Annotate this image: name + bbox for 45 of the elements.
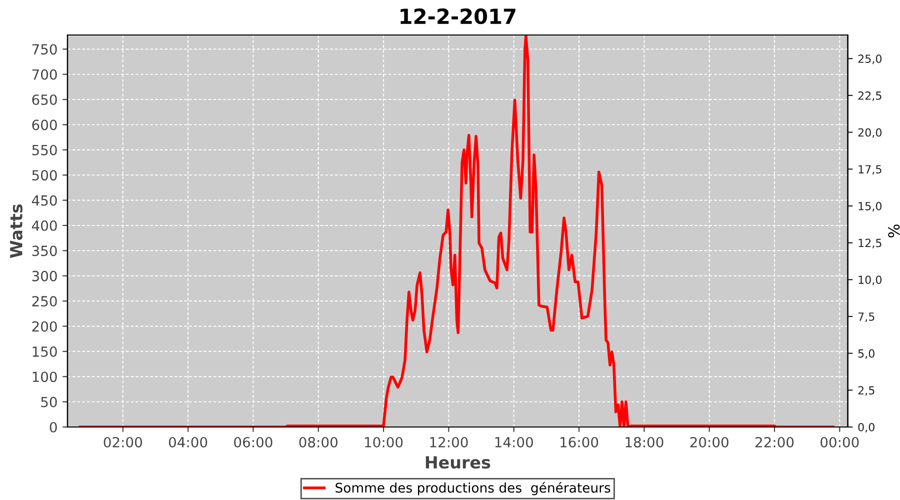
y2-tick-label: 20,0 — [858, 128, 882, 138]
y2-tick-label: 10,0 — [858, 276, 882, 286]
y-tick-label: 250 — [32, 296, 57, 307]
y-tick-label: 650 — [32, 94, 57, 105]
chart-title: 12-2-2017 — [400, 8, 516, 24]
y-tick-label: 400 — [32, 220, 57, 231]
x-tick-label: 18:00 — [626, 436, 664, 448]
y2-tick-label: 5,0 — [858, 349, 874, 359]
x-tick-label: 14:00 — [495, 436, 533, 448]
y-tick-label: 200 — [32, 321, 57, 332]
y-tick-label: 50 — [41, 396, 57, 408]
y-tick-label: 350 — [32, 246, 57, 256]
y2-axis-title: % — [888, 224, 900, 238]
x-tick-label: 10:00 — [365, 436, 403, 448]
y-axis-title: Watts — [10, 204, 22, 258]
x-tick-label: 16:00 — [560, 436, 598, 448]
x-tick-label: 22:00 — [756, 436, 794, 448]
y-tick-label: 150 — [32, 346, 57, 357]
y-tick-label: 500 — [32, 170, 57, 181]
y-tick-label: 700 — [32, 69, 57, 80]
y-tick-label: 600 — [32, 120, 57, 130]
y-tick-label: 550 — [32, 144, 57, 156]
y2-tick-label: 12,5 — [858, 238, 882, 248]
y2-tick-label: 17,5 — [858, 165, 882, 175]
x-tick-label: 00:00 — [820, 436, 859, 448]
x-tick-label: 08:00 — [299, 436, 338, 448]
y2-tick-label: 7,5 — [858, 312, 874, 322]
legend-label: Somme des productions des générateurs — [336, 482, 610, 496]
y2-tick-label: 2,5 — [858, 386, 874, 396]
y-tick-label: 100 — [32, 372, 57, 382]
y2-tick-label: 15,0 — [858, 202, 882, 212]
x-axis-title: Heures — [426, 456, 490, 469]
line-series — [78, 35, 835, 427]
x-tick-label: 06:00 — [234, 436, 272, 448]
y2-tick-label: 22,5 — [858, 91, 882, 101]
y2-tick-label: 0,0 — [858, 422, 874, 433]
y-tick-label: 750 — [32, 44, 57, 55]
x-tick-label: 20:00 — [690, 436, 728, 448]
x-tick-label: 04:00 — [168, 436, 208, 448]
y-tick-label: 300 — [32, 270, 57, 282]
x-tick-label: 12:00 — [430, 436, 468, 448]
y2-tick-label: 25,0 — [858, 54, 882, 64]
x-tick-label: 02:00 — [104, 436, 142, 448]
y-tick-label: 450 — [32, 195, 57, 206]
y-tick-label: 0 — [50, 422, 57, 432]
